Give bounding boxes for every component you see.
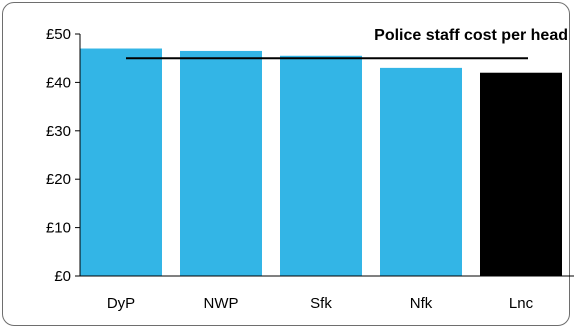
chart-title: Police staff cost per head xyxy=(374,27,568,44)
y-tick-label: £30 xyxy=(46,123,71,140)
y-tick-label: £40 xyxy=(46,74,71,91)
x-tick-label-nfk: Nfk xyxy=(410,295,433,312)
x-tick-label-sfk: Sfk xyxy=(310,295,332,312)
x-tick-label-nwp: NWP xyxy=(204,295,239,312)
bar-lnc xyxy=(480,73,562,276)
y-tick-label: £20 xyxy=(46,171,71,188)
bar-nwp xyxy=(180,51,262,276)
bar-sfk xyxy=(280,56,362,276)
bar-dyp xyxy=(80,49,162,276)
x-tick-label-lnc: Lnc xyxy=(509,295,534,312)
bar-nfk xyxy=(380,68,462,276)
y-tick-label: £0 xyxy=(54,268,71,285)
bars-layer xyxy=(80,49,562,276)
y-tick-label: £50 xyxy=(46,26,71,43)
y-tick-label: £10 xyxy=(46,220,71,237)
x-tick-label-dyp: DyP xyxy=(107,295,135,312)
